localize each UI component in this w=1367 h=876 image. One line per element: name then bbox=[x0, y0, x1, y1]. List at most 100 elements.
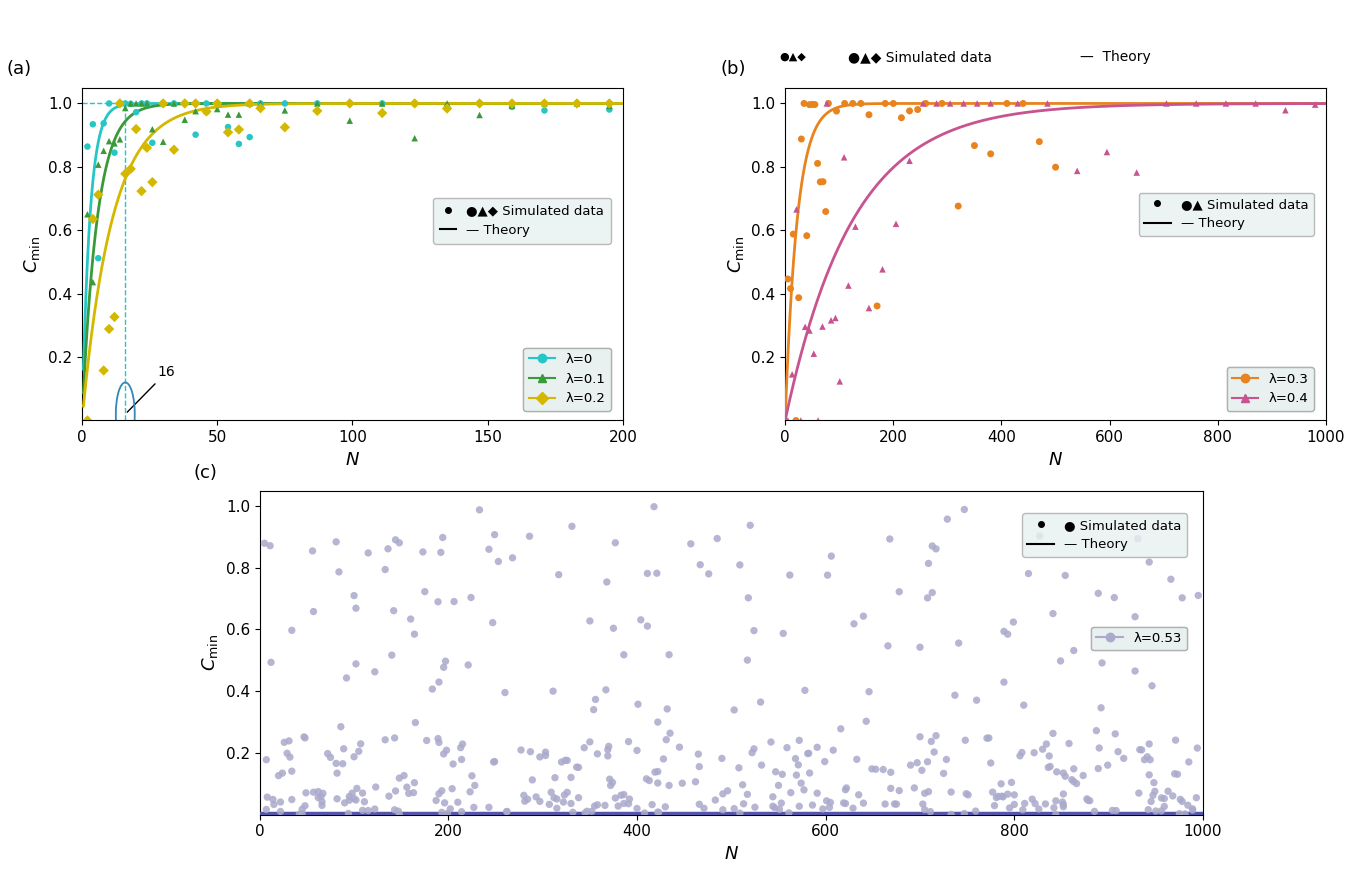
Point bbox=[402, 786, 424, 800]
Point bbox=[1029, 529, 1051, 543]
Point bbox=[308, 790, 329, 804]
Point bbox=[250, 96, 272, 110]
Point bbox=[82, 212, 104, 226]
Point bbox=[93, 364, 115, 378]
Point bbox=[488, 555, 510, 569]
Point bbox=[262, 797, 284, 811]
Point bbox=[939, 96, 961, 110]
Point bbox=[398, 787, 420, 801]
Point bbox=[737, 590, 759, 604]
Point bbox=[206, 96, 228, 110]
Point bbox=[339, 793, 361, 807]
Point bbox=[560, 519, 582, 533]
Point bbox=[339, 789, 361, 803]
Point bbox=[317, 746, 339, 760]
Point bbox=[966, 96, 988, 110]
Point bbox=[917, 556, 939, 570]
Point bbox=[697, 567, 719, 581]
Point bbox=[833, 151, 854, 165]
Point bbox=[338, 807, 360, 821]
Point bbox=[712, 802, 734, 816]
Point bbox=[580, 614, 601, 628]
Point bbox=[451, 752, 473, 766]
Point bbox=[630, 613, 652, 627]
Point bbox=[1077, 794, 1099, 808]
Point bbox=[1038, 760, 1059, 774]
Text: 16: 16 bbox=[127, 365, 175, 413]
Point bbox=[954, 733, 976, 747]
Point bbox=[195, 96, 217, 110]
Point bbox=[1053, 800, 1074, 814]
Point bbox=[612, 796, 634, 810]
Point bbox=[294, 731, 316, 745]
Point bbox=[120, 96, 142, 110]
Point bbox=[414, 584, 436, 598]
Point bbox=[768, 779, 790, 793]
Point bbox=[1044, 808, 1066, 822]
Point bbox=[889, 784, 910, 798]
Point bbox=[396, 781, 418, 795]
Point bbox=[269, 795, 291, 809]
Point bbox=[1013, 698, 1035, 712]
Y-axis label: $C_{\min}$: $C_{\min}$ bbox=[726, 236, 745, 272]
Point bbox=[1151, 804, 1173, 818]
Point bbox=[637, 619, 659, 633]
Point bbox=[566, 96, 588, 110]
Point bbox=[580, 735, 601, 749]
Point bbox=[459, 785, 481, 799]
Point bbox=[737, 788, 759, 802]
Point bbox=[1124, 610, 1146, 624]
Point bbox=[853, 796, 875, 810]
Point bbox=[1062, 774, 1084, 788]
Point bbox=[377, 541, 399, 555]
Point bbox=[350, 737, 372, 751]
Point bbox=[861, 762, 883, 776]
Point bbox=[1103, 590, 1125, 604]
Point bbox=[820, 314, 842, 328]
Point bbox=[600, 779, 622, 793]
Point bbox=[842, 802, 864, 816]
Point bbox=[917, 785, 939, 799]
Point bbox=[603, 621, 625, 635]
Point bbox=[685, 774, 707, 788]
Point bbox=[874, 797, 895, 811]
Point bbox=[478, 542, 500, 556]
Point bbox=[597, 743, 619, 757]
Point bbox=[936, 512, 958, 526]
Text: —  Theory: — Theory bbox=[1080, 50, 1151, 64]
Point bbox=[372, 96, 394, 110]
Point bbox=[711, 752, 733, 766]
Point bbox=[141, 123, 163, 137]
Legend: λ=0.53: λ=0.53 bbox=[1091, 627, 1187, 650]
Point bbox=[1028, 135, 1050, 149]
Point bbox=[801, 798, 823, 812]
Point bbox=[796, 229, 817, 243]
Point bbox=[556, 785, 578, 799]
Point bbox=[1084, 804, 1106, 818]
Point bbox=[917, 591, 939, 605]
Point bbox=[295, 786, 317, 800]
Point bbox=[388, 808, 410, 822]
Text: (c): (c) bbox=[194, 463, 217, 482]
Point bbox=[779, 281, 801, 295]
Point bbox=[819, 801, 841, 815]
Point bbox=[789, 733, 811, 747]
Point bbox=[898, 153, 920, 167]
Point bbox=[659, 726, 681, 740]
Point bbox=[98, 322, 120, 336]
Point bbox=[469, 503, 491, 517]
Point bbox=[1043, 801, 1065, 815]
Point bbox=[529, 750, 551, 764]
Point bbox=[1144, 804, 1166, 818]
Point bbox=[848, 788, 869, 802]
Point bbox=[802, 347, 824, 361]
Point bbox=[1107, 745, 1129, 759]
Point bbox=[812, 174, 834, 188]
Point bbox=[554, 788, 576, 802]
Point bbox=[1009, 749, 1031, 763]
Point bbox=[797, 746, 819, 760]
Point bbox=[1156, 784, 1178, 798]
Point bbox=[576, 804, 597, 818]
Point bbox=[436, 806, 458, 820]
Point bbox=[886, 797, 908, 811]
